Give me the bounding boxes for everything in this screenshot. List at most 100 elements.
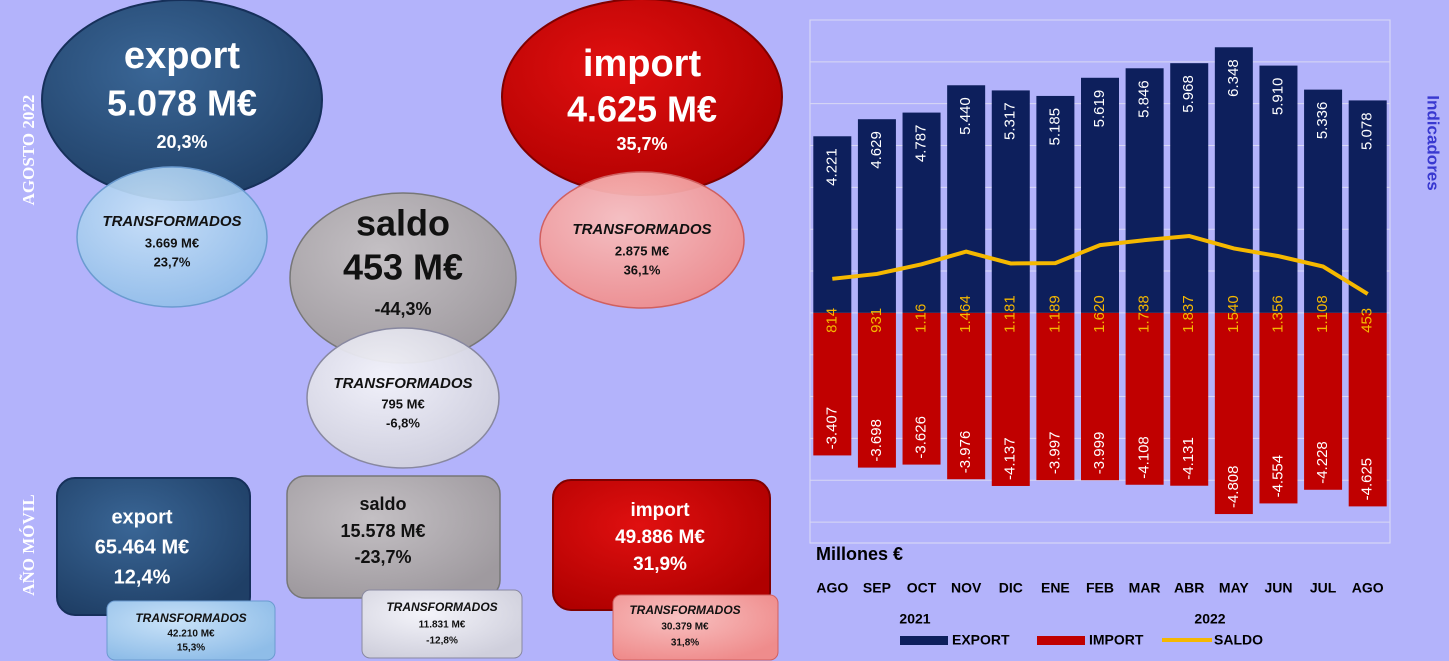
axis-label: Millones €: [816, 544, 903, 564]
data-label: 4.629: [868, 131, 885, 169]
box-title: saldo: [359, 494, 406, 514]
bar: [1170, 312, 1209, 486]
data-label: -3.626: [913, 416, 930, 459]
box-change: -23,7%: [354, 547, 411, 567]
data-label: -4.228: [1314, 441, 1331, 484]
data-label: 1.738: [1136, 295, 1153, 333]
box-sub-value: 30.379 M€: [661, 622, 709, 633]
data-label: 453: [1359, 308, 1376, 333]
data-label: 5.619: [1091, 90, 1108, 128]
legend-label: SALDO: [1214, 632, 1263, 648]
data-label: 5.317: [1002, 102, 1019, 140]
bar: [1081, 77, 1119, 313]
x-tick-label: MAY: [1219, 580, 1249, 596]
data-label: 1.620: [1091, 295, 1108, 333]
box-sub-change: -12,8%: [426, 636, 458, 647]
bubble-sub-change: 23,7%: [154, 254, 191, 269]
box-sub-label: TRANSFORMADOS: [629, 603, 740, 617]
bubble: [76, 166, 268, 308]
box-title: export: [111, 506, 172, 528]
bubble-sub-value: 2.875 M€: [615, 243, 669, 258]
legend-swatch: [900, 636, 948, 645]
bubble-title: import: [583, 43, 702, 85]
box-sub-label: TRANSFORMADOS: [386, 600, 497, 614]
data-label: 1.108: [1314, 295, 1331, 333]
box-title: import: [630, 500, 690, 521]
x-tick-label: ENE: [1041, 580, 1070, 596]
data-label: 5.185: [1046, 108, 1063, 146]
side-label: AÑO MÓVIL: [19, 494, 38, 596]
bubble-title: saldo: [356, 203, 450, 244]
data-label: 1.181: [1002, 295, 1019, 333]
box-sub-change: 31,8%: [671, 638, 699, 649]
bubble-value: 5.078 M€: [107, 83, 257, 124]
data-label: -3.999: [1091, 432, 1108, 475]
bar: [991, 312, 1030, 486]
x-tick-label: FEB: [1086, 580, 1114, 596]
data-label: -4.131: [1180, 437, 1197, 480]
bar: [947, 85, 986, 313]
bar: [902, 312, 941, 465]
bubble-value: 453 M€: [343, 247, 463, 288]
data-label: 5.336: [1314, 102, 1331, 140]
bubble-sub-change: 36,1%: [624, 262, 661, 277]
data-label: 5.846: [1136, 80, 1153, 118]
bar: [813, 136, 852, 313]
year-label: 2022: [1194, 611, 1225, 627]
x-tick-label: DIC: [999, 580, 1023, 596]
x-tick-label: JUN: [1264, 580, 1292, 596]
bubble-title: export: [124, 35, 240, 77]
data-label: -3.976: [957, 431, 974, 474]
data-label: -3.407: [823, 407, 840, 450]
bar: [1348, 100, 1387, 313]
data-label: 1.16: [913, 304, 930, 333]
bar: [1125, 68, 1164, 313]
bubble-change: 20,3%: [156, 132, 207, 152]
legend-label: EXPORT: [952, 632, 1010, 648]
legend-label: IMPORT: [1089, 632, 1144, 648]
data-label: 4.787: [913, 125, 930, 163]
data-label: 5.968: [1180, 75, 1197, 113]
box-value: 65.464 M€: [95, 536, 190, 558]
bar: [1036, 312, 1075, 481]
bubble-sub-label: TRANSFORMADOS: [572, 221, 711, 238]
bar: [1125, 312, 1164, 485]
data-label: 1.540: [1225, 295, 1242, 333]
bubble-change: -44,3%: [374, 299, 431, 319]
bar: [991, 90, 1030, 313]
x-tick-label: AGO: [1352, 580, 1384, 596]
box: [106, 600, 276, 661]
bubble: [539, 171, 745, 309]
data-label: 1.464: [957, 295, 974, 333]
legend-swatch: [1037, 636, 1085, 645]
bar: [1214, 312, 1253, 515]
bar: [947, 312, 986, 480]
data-label: 1.356: [1269, 295, 1286, 333]
box-sub-value: 42.210 M€: [167, 629, 215, 640]
x-tick-label: OCT: [907, 580, 937, 596]
bar: [1170, 63, 1209, 313]
side-label: AGOSTO 2022: [19, 95, 38, 206]
x-tick-label: MAR: [1129, 580, 1161, 596]
data-label: 5.910: [1269, 78, 1286, 116]
data-label: -3.698: [868, 419, 885, 462]
bar: [813, 312, 852, 456]
x-tick-label: ABR: [1174, 580, 1204, 596]
bubble-sub-change: -6,8%: [386, 415, 420, 430]
bar: [1259, 312, 1298, 504]
data-label: 1.837: [1180, 295, 1197, 333]
data-label: 5.078: [1359, 112, 1376, 150]
bubble: [306, 327, 500, 469]
x-tick-label: NOV: [951, 580, 982, 596]
box-sub-label: TRANSFORMADOS: [135, 611, 246, 625]
line: [832, 233, 1369, 296]
data-label: 6.348: [1225, 59, 1242, 97]
bubble-sub-value: 3.669 M€: [145, 235, 199, 250]
bar: [857, 312, 896, 468]
data-label: 814: [823, 308, 840, 333]
bar: [1348, 312, 1387, 507]
bar: [857, 119, 896, 313]
box-value: 49.886 M€: [615, 527, 705, 548]
data-label: -3.997: [1046, 432, 1063, 475]
data-label: 5.440: [957, 97, 974, 135]
